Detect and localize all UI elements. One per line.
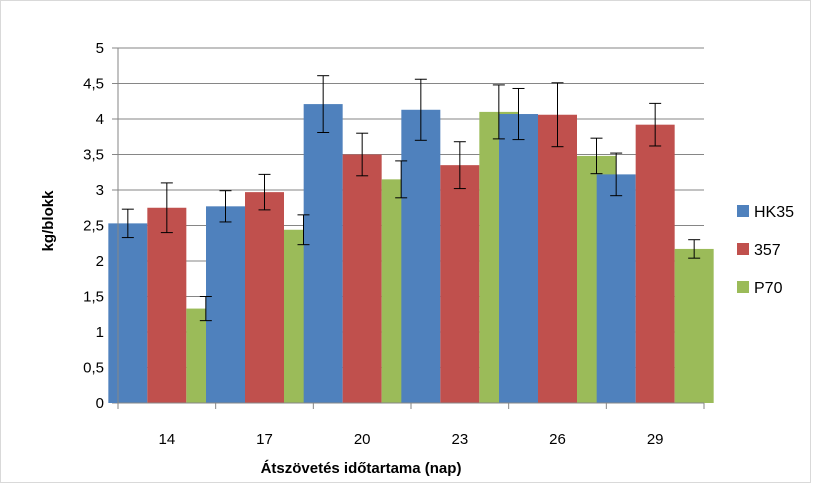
y-tick-label: 5 <box>96 40 104 57</box>
y-tick-label: 0,5 <box>83 360 104 377</box>
bar-357 <box>245 192 284 403</box>
error-bars <box>121 75 701 322</box>
legend-swatch-hk35 <box>737 205 749 217</box>
x-tick-label: 17 <box>256 431 273 448</box>
y-tick-label: 1,5 <box>83 289 104 306</box>
y-tick-label: 4 <box>96 111 104 128</box>
bar-hk35 <box>206 206 245 403</box>
bar-357 <box>147 207 187 403</box>
bars <box>108 104 714 404</box>
bar-hk35 <box>499 114 538 403</box>
legend-label-hk35: HK35 <box>754 204 794 221</box>
bar-357 <box>538 114 577 404</box>
y-tick-label: 0 <box>96 395 104 412</box>
y-tick-label: 2 <box>96 253 104 270</box>
x-axis-title: Átszövetés időtartama (nap) <box>261 460 462 477</box>
bar-hk35 <box>108 223 148 403</box>
y-tick-label: 1 <box>96 324 104 341</box>
legend-label-357: 357 <box>754 242 781 259</box>
y-axis-title: kg/blokk <box>40 190 57 252</box>
bar-357 <box>342 154 382 403</box>
x-tick-label: 20 <box>354 431 371 448</box>
legend-label-p70: P70 <box>754 280 783 297</box>
legend-swatch-357 <box>737 243 749 255</box>
legend-swatch-p70 <box>737 281 749 293</box>
x-tick-label: 23 <box>451 431 468 448</box>
x-tick-labels: 14 17 20 23 26 29 <box>158 431 663 448</box>
bar-hk35 <box>303 104 343 403</box>
x-tick-label: 26 <box>549 431 566 448</box>
bar-hk35 <box>596 174 636 403</box>
legend: HK35 357 P70 <box>737 204 794 297</box>
y-tick-label: 3 <box>96 182 104 199</box>
x-tick-label: 29 <box>647 431 664 448</box>
bar-357 <box>635 124 675 404</box>
y-tick-label: 2,5 <box>83 218 104 235</box>
y-tick-label: 3,5 <box>83 147 104 164</box>
y-tick-labels: 0 0,5 1 1,5 2 2,5 3 3,5 4 4,5 5 <box>83 40 104 412</box>
bar-p70 <box>674 248 714 403</box>
x-tick-label: 14 <box>158 431 175 448</box>
axes <box>117 48 705 409</box>
bar-hk35 <box>401 109 441 404</box>
y-tick-label: 4,5 <box>83 76 104 93</box>
bar-357 <box>440 165 480 403</box>
